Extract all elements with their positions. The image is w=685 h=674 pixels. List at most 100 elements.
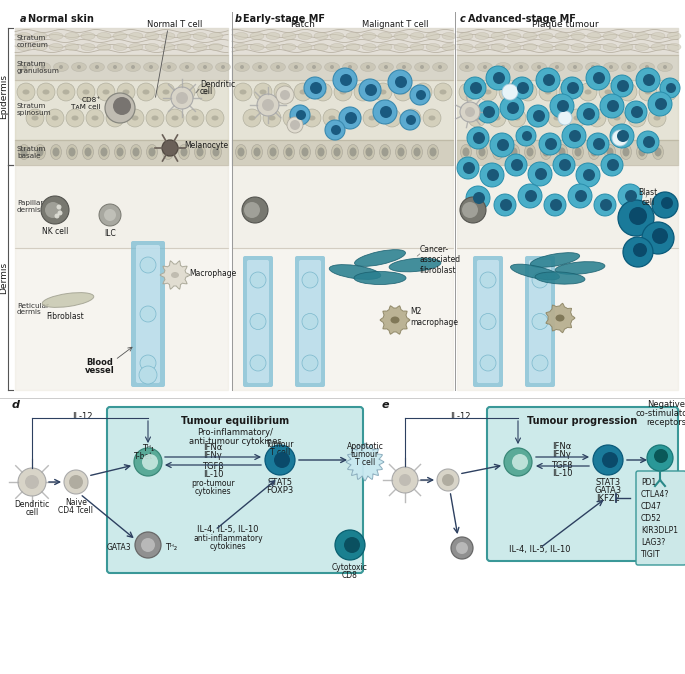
Circle shape	[607, 159, 619, 171]
Circle shape	[545, 138, 557, 150]
Circle shape	[600, 94, 624, 118]
Circle shape	[402, 65, 406, 69]
Text: Apoptotic: Apoptotic	[347, 442, 384, 451]
Ellipse shape	[543, 148, 549, 156]
Ellipse shape	[527, 148, 534, 156]
Ellipse shape	[360, 90, 366, 94]
Circle shape	[652, 228, 668, 244]
Ellipse shape	[182, 90, 190, 94]
Ellipse shape	[282, 44, 296, 51]
Text: Stratum
granulosum: Stratum granulosum	[17, 61, 60, 74]
Ellipse shape	[354, 272, 406, 284]
Circle shape	[512, 454, 528, 470]
Text: Tumour progression: Tumour progression	[527, 416, 638, 426]
Circle shape	[550, 199, 562, 211]
Circle shape	[480, 272, 496, 288]
Circle shape	[618, 184, 642, 208]
Circle shape	[518, 184, 542, 208]
Ellipse shape	[314, 44, 328, 51]
Text: TᴀM cell: TᴀM cell	[71, 104, 101, 110]
Circle shape	[294, 83, 312, 101]
Ellipse shape	[460, 144, 471, 160]
Ellipse shape	[316, 144, 327, 160]
Circle shape	[149, 65, 153, 69]
Circle shape	[244, 202, 260, 218]
Ellipse shape	[553, 115, 560, 121]
Circle shape	[26, 109, 44, 127]
Ellipse shape	[34, 144, 45, 160]
Circle shape	[323, 109, 341, 127]
Ellipse shape	[539, 44, 553, 51]
Circle shape	[56, 204, 62, 210]
Circle shape	[655, 98, 667, 110]
Ellipse shape	[318, 148, 325, 156]
Circle shape	[625, 190, 637, 202]
Ellipse shape	[268, 144, 279, 160]
Circle shape	[99, 204, 121, 226]
Circle shape	[623, 237, 653, 267]
Circle shape	[380, 106, 392, 118]
Ellipse shape	[250, 32, 264, 40]
Ellipse shape	[18, 144, 29, 160]
Circle shape	[331, 125, 341, 135]
Ellipse shape	[426, 32, 440, 40]
Ellipse shape	[334, 148, 340, 156]
Circle shape	[117, 83, 135, 101]
Ellipse shape	[571, 32, 585, 40]
FancyBboxPatch shape	[477, 260, 499, 383]
Circle shape	[625, 101, 647, 123]
Ellipse shape	[65, 32, 79, 40]
Ellipse shape	[573, 144, 584, 160]
Circle shape	[157, 83, 175, 101]
Ellipse shape	[197, 148, 203, 156]
Ellipse shape	[319, 90, 327, 94]
Circle shape	[463, 162, 475, 174]
Ellipse shape	[558, 148, 566, 156]
Ellipse shape	[525, 90, 532, 94]
Circle shape	[287, 117, 303, 133]
Ellipse shape	[193, 44, 207, 51]
Text: LAG3?: LAG3?	[641, 538, 665, 547]
Ellipse shape	[525, 144, 536, 160]
Circle shape	[579, 83, 597, 101]
Polygon shape	[160, 261, 190, 289]
Ellipse shape	[286, 148, 292, 156]
Circle shape	[171, 87, 193, 109]
Circle shape	[500, 199, 512, 211]
Ellipse shape	[412, 144, 423, 160]
Ellipse shape	[147, 144, 158, 160]
Ellipse shape	[556, 315, 564, 321]
Circle shape	[504, 448, 532, 476]
Ellipse shape	[654, 148, 662, 156]
Ellipse shape	[514, 63, 529, 71]
Ellipse shape	[523, 44, 537, 51]
Ellipse shape	[92, 115, 99, 121]
Circle shape	[483, 65, 487, 69]
Circle shape	[536, 68, 560, 92]
Text: Naive: Naive	[65, 498, 87, 507]
Circle shape	[567, 82, 579, 94]
Ellipse shape	[397, 63, 412, 71]
Circle shape	[652, 192, 678, 218]
Ellipse shape	[329, 115, 336, 121]
Ellipse shape	[508, 144, 519, 160]
Circle shape	[37, 83, 55, 101]
Ellipse shape	[99, 144, 110, 160]
Circle shape	[280, 90, 290, 100]
Text: Stratum
spinosum: Stratum spinosum	[17, 104, 51, 117]
Circle shape	[250, 313, 266, 330]
Ellipse shape	[514, 115, 521, 121]
Text: CD4 Tcell: CD4 Tcell	[58, 506, 93, 515]
Text: vessel: vessel	[85, 366, 115, 375]
Ellipse shape	[162, 144, 173, 160]
Ellipse shape	[362, 44, 376, 51]
Ellipse shape	[549, 63, 564, 71]
Circle shape	[654, 449, 668, 463]
Circle shape	[166, 109, 184, 127]
Circle shape	[528, 162, 552, 186]
Ellipse shape	[534, 115, 540, 121]
Text: Macrophage: Macrophage	[189, 270, 236, 278]
Text: Advanced-stage MF: Advanced-stage MF	[468, 14, 576, 24]
Circle shape	[539, 133, 561, 155]
Ellipse shape	[410, 44, 424, 51]
